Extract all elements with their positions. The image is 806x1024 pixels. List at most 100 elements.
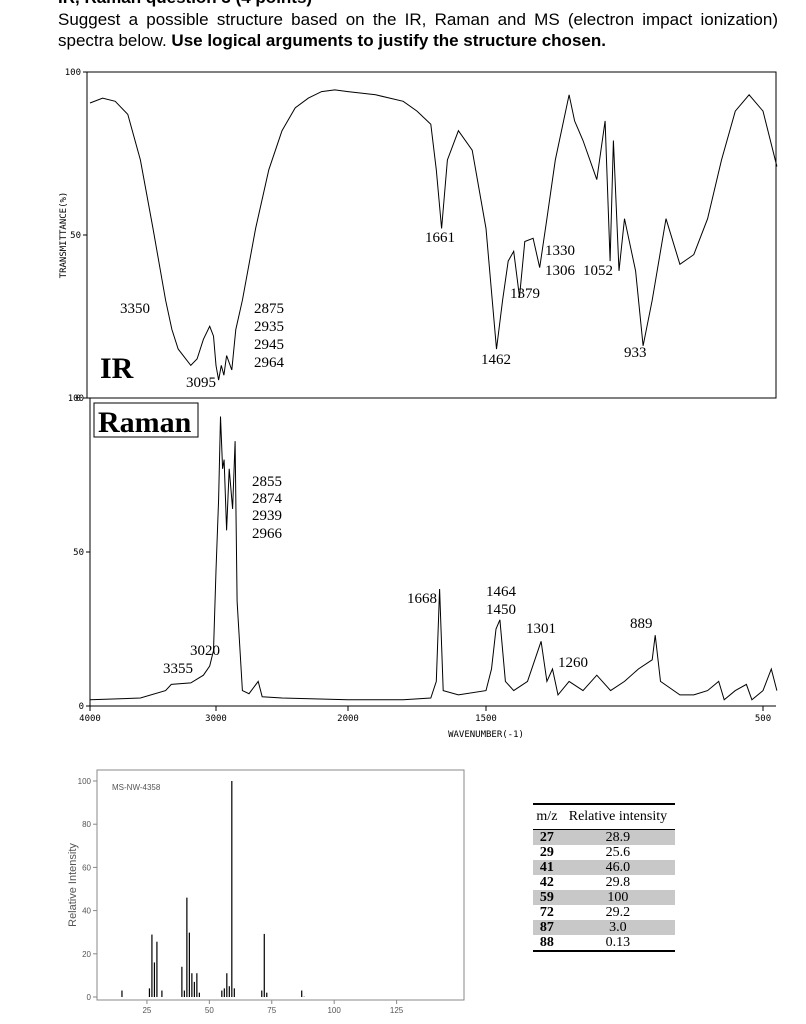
- table-cell: 29: [539, 845, 554, 860]
- peak-label: 889: [630, 616, 653, 632]
- ms-bar: [226, 973, 228, 997]
- peak-label: 2945: [254, 337, 284, 353]
- table-row: 59 100: [533, 890, 675, 905]
- y-tick-label: 0: [76, 394, 81, 404]
- ms-bar: [261, 990, 263, 997]
- ms-bar: [263, 933, 265, 997]
- x-tick-label: 125: [390, 1006, 404, 1015]
- peak-label: 1260: [558, 655, 588, 671]
- ir-y-label: TRANSMITTANCE(%): [59, 192, 69, 279]
- raman-trace: [89, 416, 778, 701]
- table-cell: 27: [533, 829, 561, 845]
- peak-label: 1379: [510, 286, 540, 302]
- table-cell: 88: [539, 935, 554, 950]
- peak-label: 3020: [190, 643, 220, 659]
- raman-label-box: [93, 402, 199, 438]
- x-tick-label: 500: [755, 714, 771, 724]
- table-cell: 41: [533, 860, 561, 875]
- x-tick-label: 75: [267, 1006, 276, 1015]
- y-tick-label: 80: [82, 820, 91, 829]
- peak-label: 2964: [254, 355, 285, 371]
- peak-label: 3355: [163, 661, 193, 677]
- table-row: 88 0.13: [533, 935, 675, 951]
- ms-bar: [301, 990, 303, 997]
- peak-label: 1052: [583, 263, 613, 279]
- table-cell: 46.0: [560, 860, 675, 875]
- ms-bar: [191, 973, 193, 997]
- ms-bar: [156, 941, 158, 997]
- table-cell: 0.13: [605, 935, 631, 950]
- ir-label: IR: [100, 352, 134, 385]
- ms-bar: [121, 990, 123, 997]
- ms-bar: [223, 988, 225, 997]
- ms-frame: [96, 769, 465, 1001]
- ms-bar: [266, 992, 268, 997]
- table-header: Relative intensity: [560, 804, 675, 830]
- peak-label: 2966: [252, 526, 283, 542]
- table-row: 42 29.8: [533, 875, 675, 890]
- ms-bar: [186, 897, 188, 997]
- peak-label: 933: [624, 345, 647, 361]
- peak-label: 1301: [526, 621, 556, 637]
- x-tick-label: 25: [142, 1006, 151, 1015]
- peak-label: 2935: [254, 319, 284, 335]
- table-row: 29 25.6: [533, 845, 675, 860]
- ms-bar: [228, 986, 230, 997]
- ms-bar: [188, 932, 190, 997]
- ms-bar: [193, 981, 195, 997]
- y-tick-label: 100: [78, 777, 92, 786]
- table-cell: 59: [533, 890, 561, 905]
- peak-label: 1330: [545, 243, 575, 259]
- instruction: Suggest a possible structure based on th…: [58, 9, 778, 51]
- peak-label: 3350: [120, 301, 150, 317]
- ms-bar: [233, 988, 235, 997]
- peak-label: 1306: [545, 263, 576, 279]
- table-cell: 100: [560, 890, 675, 905]
- table-cell: 87: [533, 920, 561, 935]
- ms-bar: [151, 934, 153, 997]
- table-cell: 29.8: [605, 875, 631, 890]
- peak-label: 1464: [486, 584, 517, 600]
- table-header: m/z: [533, 804, 561, 830]
- y-tick-label: 50: [73, 548, 84, 558]
- x-tick-label: 2000: [337, 714, 359, 724]
- table-row: 27 28.9: [533, 829, 675, 845]
- instruction-bold: Use logical arguments to justify the str…: [171, 31, 606, 50]
- peak-label: 2875: [254, 301, 284, 317]
- table-row: 87 3.0: [533, 920, 675, 935]
- table-cell: 42: [539, 875, 554, 890]
- ms-bar: [231, 781, 233, 997]
- table-cell: 29.2: [605, 905, 631, 920]
- y-tick-label: 100: [65, 68, 81, 78]
- y-tick-label: 50: [70, 231, 81, 241]
- peak-label: 3095: [186, 375, 216, 391]
- x-tick-label: 50: [205, 1006, 214, 1015]
- x-tick-label: 3000: [205, 714, 227, 724]
- peak-label: 1661: [425, 230, 455, 246]
- x-tick-label: 1500: [475, 714, 497, 724]
- instruction-text: Suggest a possible structure based on th…: [58, 10, 778, 50]
- raman-x-label: WAVENUMBER(-1): [448, 730, 524, 740]
- table-cell: 28.9: [560, 829, 675, 845]
- ms-y-label: Relative Intensity: [67, 843, 79, 927]
- table-cell: 3.0: [560, 920, 675, 935]
- peak-label: 2939: [252, 508, 282, 524]
- peak-label: 1450: [486, 602, 516, 618]
- table-cell: 72: [539, 905, 554, 920]
- table-cell: 25.6: [605, 845, 631, 860]
- ms-bar: [221, 990, 223, 997]
- y-tick-label: 60: [82, 863, 91, 872]
- y-tick-label: 0: [79, 702, 84, 712]
- peak-label: 1462: [481, 352, 511, 368]
- ms-bar: [198, 992, 200, 997]
- ms-bar: [181, 966, 183, 997]
- ms-bar: [153, 962, 156, 997]
- ms-table: m/z Relative intensity 27 28.9 29 25.6 41 46.0…: [533, 803, 675, 952]
- peak-label: 2855: [252, 474, 282, 490]
- table-row: 41 46.0: [533, 860, 675, 875]
- x-tick-label: 100: [327, 1006, 341, 1015]
- y-tick-label: 40: [82, 907, 91, 916]
- title: IR, Raman question 3 (4 points): [58, 0, 778, 8]
